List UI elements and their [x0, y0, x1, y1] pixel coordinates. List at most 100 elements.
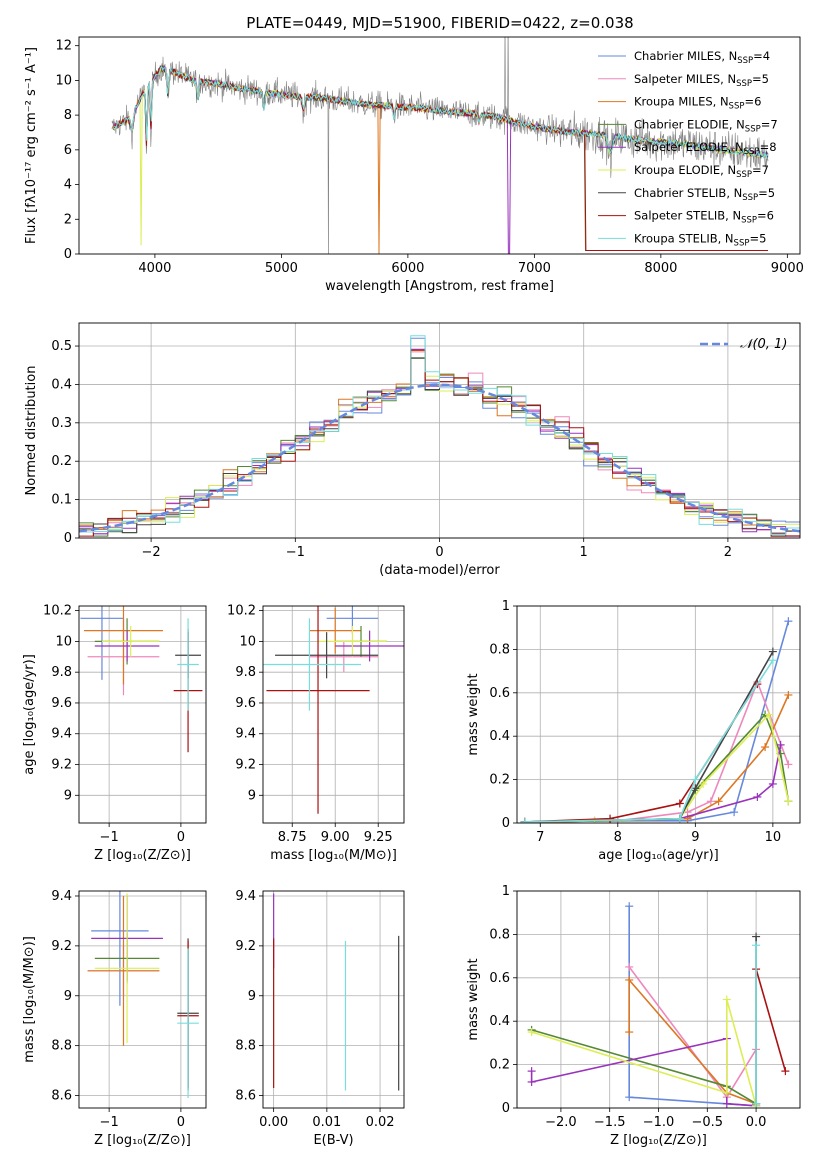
spectrum-legend-sub: SSP	[737, 56, 753, 66]
mass_weight_vs_Z-series-line	[628, 977, 757, 1105]
mass_weight_vs_Z-xtick-label: −1.5	[594, 1115, 626, 1130]
mass_weight_vs_Z-xtick-label: 0.0	[746, 1115, 767, 1130]
residuals-frame	[78, 322, 801, 539]
spectrum-xtick-label: 4000	[138, 261, 171, 276]
spectrum-xtick-label: 9000	[771, 261, 804, 276]
mass_vs_ebv-xlabel: E(B-V)	[313, 1133, 353, 1148]
spectrum-legend-label: Salpeter ELODIE, NSSP=8	[634, 140, 777, 157]
residuals-legend-label: 𝒩(0, 1)	[740, 337, 787, 352]
spectrum-frame	[78, 36, 801, 255]
mass_vs_ebv-axes: 0.00 0.01 0.02 8.6 8.8 9 9.2 9.4 E(B-V)	[235, 889, 404, 1148]
mass_vs_Z-xtick-label: 0	[177, 1115, 185, 1130]
residuals-xtick-label: 2	[724, 545, 732, 560]
mass_weight_vs_Z-ytick-label: 0	[502, 1101, 510, 1116]
spectrum-legend-sub: SSP	[734, 238, 750, 248]
spectrum-xlabel: wavelength [Angstrom, rest frame]	[325, 279, 554, 294]
age_vs_Z-ylabel: age [log₁₀(age/yr)]	[22, 654, 37, 775]
mass_weight_vs_Z-ytick-label: 0.8	[489, 927, 510, 942]
spectrum-legend: Chabrier MILES, NSSP=4 Salpeter MILES, NS…	[598, 49, 778, 248]
mass_vs_ebv-ytick-label: 9.4	[235, 889, 256, 904]
spectrum-legend-sub: SSP	[745, 124, 761, 134]
age_vs_Z-ytick-label: 9	[64, 788, 72, 803]
age_vs_mass-axes: 8.75 9.00 9.25 9 9.2 9.4 9.6 9.8 10 10.2 mass [log…	[227, 604, 404, 863]
residuals-ylabel: Normed distribution	[24, 366, 39, 496]
mass_weight_vs_Z-ylabel: mass weight	[466, 958, 481, 1040]
age_vs_mass-xlabel: mass [log₁₀(M/M⊙)]	[270, 848, 397, 863]
mass_vs_Z-xtick-label: −1	[100, 1115, 119, 1130]
residuals-ytick-label: 0.4	[51, 377, 72, 392]
residuals-xlabel: (data-model)/error	[379, 563, 500, 578]
age_vs_Z-ytick-label: 9.6	[51, 696, 72, 711]
mass_vs_Z-xlabel: Z [log₁₀(Z/Z⊙)]	[94, 1133, 191, 1148]
age_vs_Z-frame	[78, 605, 207, 824]
spectrum-legend-tail: =8	[760, 140, 777, 154]
spectrum-legend-tail: =6	[757, 209, 774, 223]
spectrum-legend-label: Salpeter STELIB, NSSP=6	[634, 209, 774, 226]
figure-title: PLATE=0449, MJD=51900, FIBERID=0422, z=0…	[246, 14, 633, 32]
spectrum-ytick-label: 0	[64, 247, 72, 262]
age_vs_mass-ytick-label: 10	[239, 634, 256, 649]
spectrum-legend-sub: SSP	[741, 216, 757, 226]
residuals-ytick-label: 0.2	[51, 454, 72, 469]
age_vs_mass-ytick-label: 9.2	[235, 758, 256, 773]
mass_weight_vs_age-xtick-label: 10	[765, 830, 782, 845]
mass_vs_ebv-ytick-label: 8.6	[235, 1089, 256, 1104]
spectrum-xtick-label: 7000	[518, 261, 551, 276]
mass_vs_Z-ytick-label: 9	[64, 989, 72, 1004]
age_vs_mass-ytick-label: 9.8	[235, 665, 256, 680]
mass_vs_ebv-ytick-label: 9	[248, 989, 256, 1004]
mass_vs_Z-plot-area	[87, 891, 199, 1099]
residuals-plot-area	[79, 335, 800, 537]
age_vs_Z-ytick-label: 9.2	[51, 758, 72, 773]
mass_weight_vs_Z-plot-area	[527, 902, 790, 1108]
mass_vs_ebv-xtick-label: 0.02	[366, 1115, 395, 1130]
spectrum-legend-tail: =5	[758, 186, 775, 200]
age_vs_Z-xtick-label: −1	[100, 830, 119, 845]
mass_weight_vs_Z-ytick-label: 0.6	[489, 971, 510, 986]
mass_weight_vs_age-series-line	[524, 620, 790, 823]
mass_weight_vs_Z-xtick-label: −0.5	[692, 1115, 724, 1130]
residuals-xtick-label: −2	[142, 545, 161, 560]
mass_weight_vs_age-xlabel: age [log₁₀(age/yr)]	[598, 848, 719, 863]
mass_weight_vs_age-xtick-label: 8	[614, 830, 622, 845]
mass_weight_vs_age-frame	[516, 605, 801, 824]
spectrum-legend-label: Kroupa STELIB, NSSP=5	[634, 231, 766, 248]
mass_vs_Z-axes: −1 0 8.6 8.8 9 9.2 9.4 Z [log₁₀(Z/Z⊙)] mass [log…	[22, 889, 206, 1148]
age_vs_mass-xtick-label: 9.25	[364, 830, 393, 845]
mass_weight_vs_age-ylabel: mass weight	[466, 673, 481, 755]
age_vs_mass-ytick-label: 9	[248, 788, 256, 803]
mass_weight_vs_Z-series-line	[531, 999, 757, 1107]
age_vs_mass-ytick-label: 10.2	[227, 604, 256, 619]
mass_weight_vs_age-ytick-label: 0.8	[489, 642, 510, 657]
residuals-axes: −2 −1 0 1 2 0 0.1 0.2 0.3 0.4 0.5 (data-model)/erro…	[24, 323, 800, 578]
residuals-xtick-label: 1	[580, 545, 588, 560]
spectrum-legend-sub: SSP	[736, 170, 752, 180]
mass_weight_vs_age-ytick-label: 0.4	[489, 729, 510, 744]
spectrum-ytick-label: 12	[55, 39, 72, 54]
mass_vs_Z-ytick-label: 8.8	[51, 1039, 72, 1054]
age_vs_Z-plot-area	[80, 606, 203, 753]
mass_vs_ebv-xtick-label: 0.01	[312, 1115, 341, 1130]
mass_weight_vs_age-ytick-label: 0.2	[489, 773, 510, 788]
age_vs_mass-ytick-label: 9.4	[235, 727, 256, 742]
age_vs_Z-axes: −1 0 9 9.2 9.4 9.6 9.8 10 10.2 Z [log₁₀(Z/Z⊙)] age…	[22, 604, 206, 863]
mass_weight_vs_Z-series-line	[755, 968, 787, 1072]
mass_weight_vs_Z-xtick-label: −1.0	[643, 1115, 675, 1130]
spectrum-legend-label: Chabrier ELODIE, NSSP=7	[634, 117, 778, 134]
spectrum-ytick-label: 4	[64, 178, 72, 193]
age_vs_Z-ytick-label: 10.2	[43, 604, 72, 619]
spectrum-xtick-label: 6000	[391, 261, 424, 276]
mass_weight_vs_Z-ytick-label: 1	[502, 884, 510, 899]
mass_weight_vs_age-series-line	[524, 659, 774, 823]
mass_weight_vs_Z-ytick-label: 0.2	[489, 1058, 510, 1073]
spectrum-model-line	[114, 65, 769, 160]
spectrum-ylabel: Flux [fλ10⁻¹⁷ erg cm⁻² s⁻¹ A⁻¹]	[24, 47, 39, 244]
spectrum-legend-label: Salpeter MILES, NSSP=5	[634, 72, 769, 89]
spectrum-model-line	[112, 65, 587, 251]
spectrum-legend-tail: =5	[752, 72, 769, 86]
mass_vs_Z-frame	[78, 890, 207, 1109]
spectrum-xtick-label: 8000	[644, 261, 677, 276]
residuals-xtick-label: −1	[286, 545, 305, 560]
mass_weight_vs_age-ytick-label: 0	[502, 816, 510, 831]
mass_vs_Z-ytick-label: 8.6	[51, 1089, 72, 1104]
